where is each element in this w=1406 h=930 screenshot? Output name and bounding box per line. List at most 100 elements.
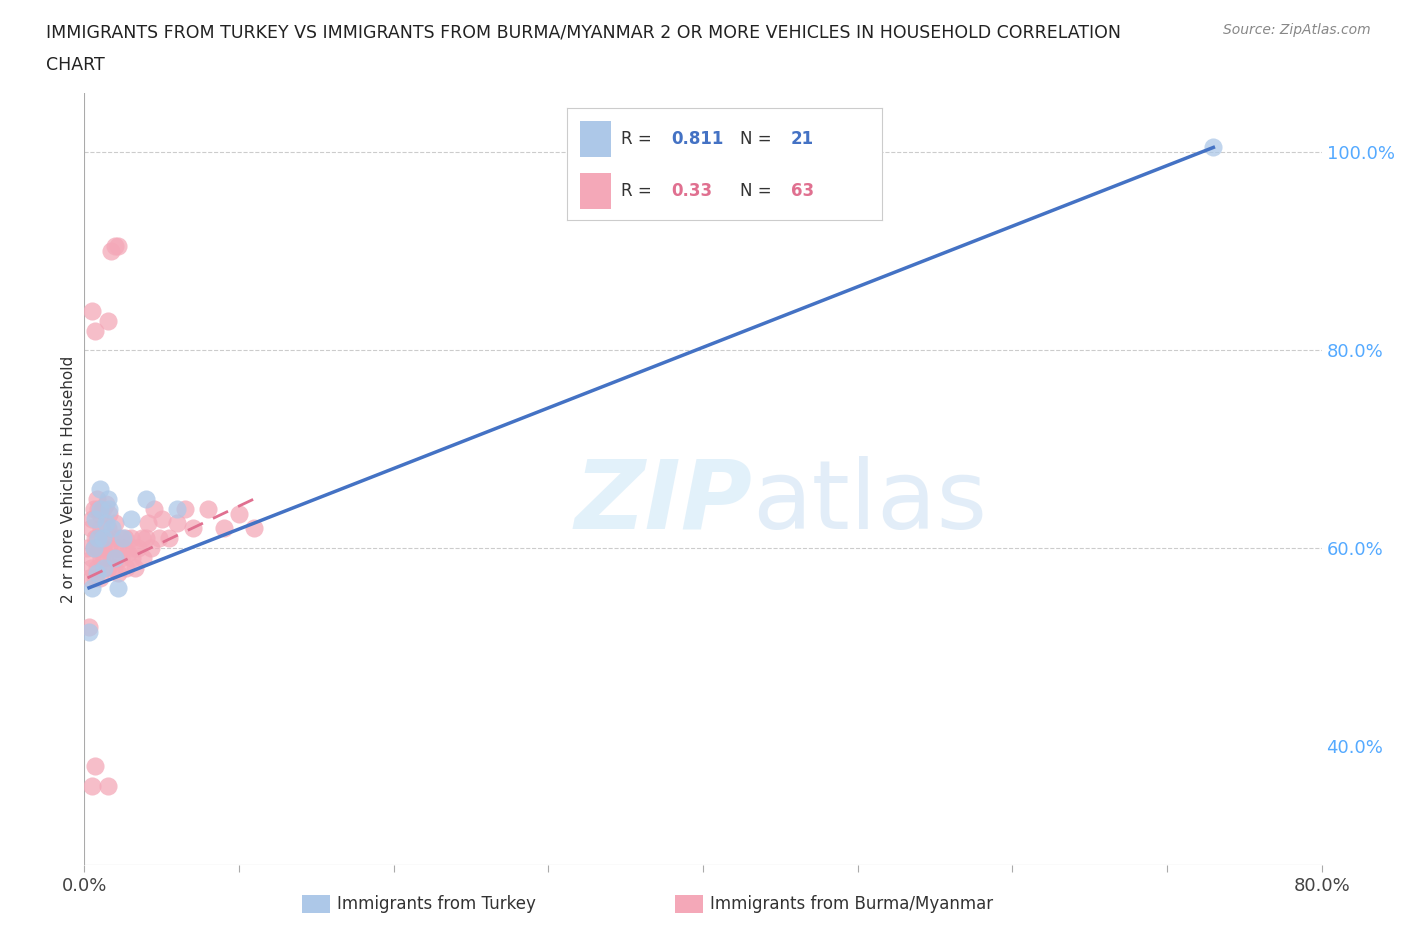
Point bbox=[82, 512, 104, 526]
Point bbox=[100, 244, 122, 259]
Point bbox=[86, 565, 108, 580]
Point bbox=[107, 565, 129, 580]
Point bbox=[83, 501, 105, 516]
Point bbox=[96, 521, 118, 536]
Point bbox=[89, 482, 111, 497]
Point bbox=[93, 561, 115, 576]
Text: ZIP: ZIP bbox=[575, 456, 752, 549]
Point bbox=[143, 501, 166, 516]
Point bbox=[83, 540, 105, 555]
Point bbox=[135, 491, 157, 506]
Point bbox=[76, 540, 98, 555]
Point bbox=[77, 570, 100, 585]
Point bbox=[243, 521, 266, 536]
Point bbox=[148, 531, 170, 546]
Point bbox=[103, 561, 125, 576]
Point bbox=[120, 512, 142, 526]
Point bbox=[83, 540, 105, 555]
Point bbox=[91, 501, 114, 516]
Point bbox=[98, 501, 121, 516]
Point bbox=[89, 570, 111, 585]
Point bbox=[89, 501, 111, 516]
Point bbox=[139, 540, 162, 555]
Point bbox=[87, 531, 110, 546]
Point bbox=[104, 551, 127, 565]
Text: atlas: atlas bbox=[752, 456, 987, 549]
Point bbox=[96, 778, 118, 793]
Point bbox=[101, 531, 124, 546]
Point bbox=[90, 521, 112, 536]
Point bbox=[181, 521, 204, 536]
Text: Immigrants from Burma/Myanmar: Immigrants from Burma/Myanmar bbox=[710, 895, 993, 913]
Point bbox=[96, 491, 118, 506]
Text: Immigrants from Turkey: Immigrants from Turkey bbox=[337, 895, 536, 913]
Point bbox=[82, 580, 104, 595]
Point bbox=[84, 570, 107, 585]
Point bbox=[82, 551, 104, 565]
Point bbox=[82, 303, 104, 318]
Point bbox=[96, 313, 118, 328]
Point bbox=[98, 506, 121, 521]
Point bbox=[94, 516, 117, 531]
Point bbox=[101, 521, 124, 536]
Point bbox=[197, 501, 219, 516]
Point bbox=[94, 497, 117, 512]
Point bbox=[82, 778, 104, 793]
Point bbox=[122, 540, 145, 555]
Point bbox=[114, 531, 136, 546]
Text: IMMIGRANTS FROM TURKEY VS IMMIGRANTS FROM BURMA/MYANMAR 2 OR MORE VEHICLES IN HO: IMMIGRANTS FROM TURKEY VS IMMIGRANTS FRO… bbox=[46, 23, 1122, 41]
Point bbox=[135, 531, 157, 546]
Point bbox=[104, 239, 127, 254]
Point bbox=[84, 531, 107, 546]
Point bbox=[91, 540, 114, 555]
Point bbox=[228, 506, 250, 521]
Point bbox=[131, 531, 153, 546]
Point bbox=[79, 561, 101, 576]
Point bbox=[94, 531, 117, 546]
Point bbox=[89, 506, 111, 521]
Point bbox=[77, 620, 100, 635]
Y-axis label: 2 or more Vehicles in Household: 2 or more Vehicles in Household bbox=[60, 355, 76, 603]
Point bbox=[86, 491, 108, 506]
Text: CHART: CHART bbox=[46, 56, 105, 73]
Point bbox=[98, 540, 121, 555]
Point bbox=[89, 540, 111, 555]
Point bbox=[121, 551, 143, 565]
Point bbox=[86, 561, 108, 576]
Point bbox=[104, 516, 127, 531]
Point bbox=[124, 561, 146, 576]
Point bbox=[127, 540, 149, 555]
Point bbox=[77, 625, 100, 640]
Point bbox=[1202, 140, 1225, 155]
Point bbox=[107, 580, 129, 595]
Point bbox=[150, 512, 173, 526]
Point bbox=[86, 531, 108, 546]
Point bbox=[84, 323, 107, 338]
Point bbox=[159, 531, 180, 546]
Point bbox=[84, 759, 107, 774]
Point bbox=[112, 531, 135, 546]
Point bbox=[84, 512, 107, 526]
Point bbox=[212, 521, 235, 536]
Point bbox=[174, 501, 197, 516]
Point bbox=[79, 521, 101, 536]
Point bbox=[136, 516, 159, 531]
Point bbox=[112, 540, 135, 555]
Point bbox=[108, 531, 131, 546]
Point bbox=[105, 540, 128, 555]
Point bbox=[166, 501, 188, 516]
Point bbox=[115, 561, 138, 576]
Text: Source: ZipAtlas.com: Source: ZipAtlas.com bbox=[1223, 23, 1371, 37]
Point bbox=[93, 551, 115, 565]
Point bbox=[166, 516, 188, 531]
Point bbox=[96, 561, 118, 576]
Point bbox=[100, 551, 122, 565]
Point bbox=[87, 540, 110, 555]
Point bbox=[117, 546, 139, 561]
Point bbox=[104, 551, 127, 565]
Point bbox=[120, 531, 142, 546]
Point bbox=[87, 501, 110, 516]
Point bbox=[107, 239, 129, 254]
Point bbox=[132, 551, 155, 565]
Point bbox=[110, 551, 132, 565]
